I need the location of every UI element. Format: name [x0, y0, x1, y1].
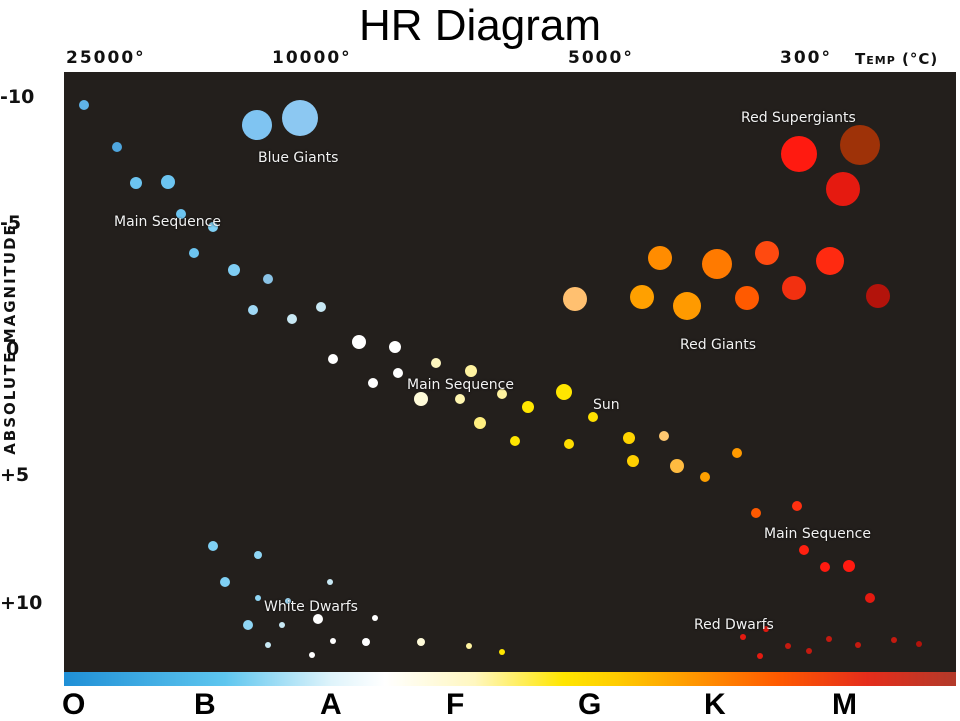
spectral-class-label: A [320, 688, 342, 721]
magnitude-tick-label: 0 [6, 338, 20, 360]
spectral-class-label: B [194, 688, 216, 721]
magnitude-tick-label: -10 [0, 86, 35, 108]
spectral-class-label: K [704, 688, 726, 721]
spectral-class-label: G [578, 688, 602, 721]
region-label-sun: Sun [593, 397, 620, 413]
magnitude-axis-label-left: ABSOLUTE MAGNITUDE [1, 223, 19, 455]
magnitude-tick-label: +10 [0, 592, 43, 614]
magnitude-tick-label: +5 [0, 464, 30, 486]
region-label-red-giants: Red Giants [680, 337, 757, 353]
region-label-red-supergiants: Red Supergiants [741, 110, 856, 126]
spectral-class-label: M [832, 688, 857, 721]
region-label-red-dwarfs: Red Dwarfs [694, 617, 774, 633]
temperature-tick-label: 300° [780, 48, 832, 68]
region-label-main-sequence: Main Sequence [764, 526, 871, 542]
spectral-class-label: O [62, 688, 86, 721]
spectral-color-bar [64, 672, 956, 686]
temperature-tick-label: 5000° [568, 48, 634, 68]
region-label-white-dwarfs: White Dwarfs [264, 599, 358, 615]
region-label-blue-giants: Blue Giants [258, 150, 339, 166]
temperature-axis-label: Temp (°C) [855, 50, 939, 68]
spectral-class-label: F [446, 688, 465, 721]
magnitude-tick-label: -5 [0, 212, 22, 234]
hr-plot-area [64, 72, 956, 686]
temperature-tick-label: 10000° [272, 48, 352, 68]
region-label-main-sequence: Main Sequence [407, 377, 514, 393]
temperature-tick-label: 25000° [66, 48, 146, 68]
region-label-main-sequence: Main Sequence [114, 214, 221, 230]
diagram-title: HR Diagram [358, 1, 602, 50]
